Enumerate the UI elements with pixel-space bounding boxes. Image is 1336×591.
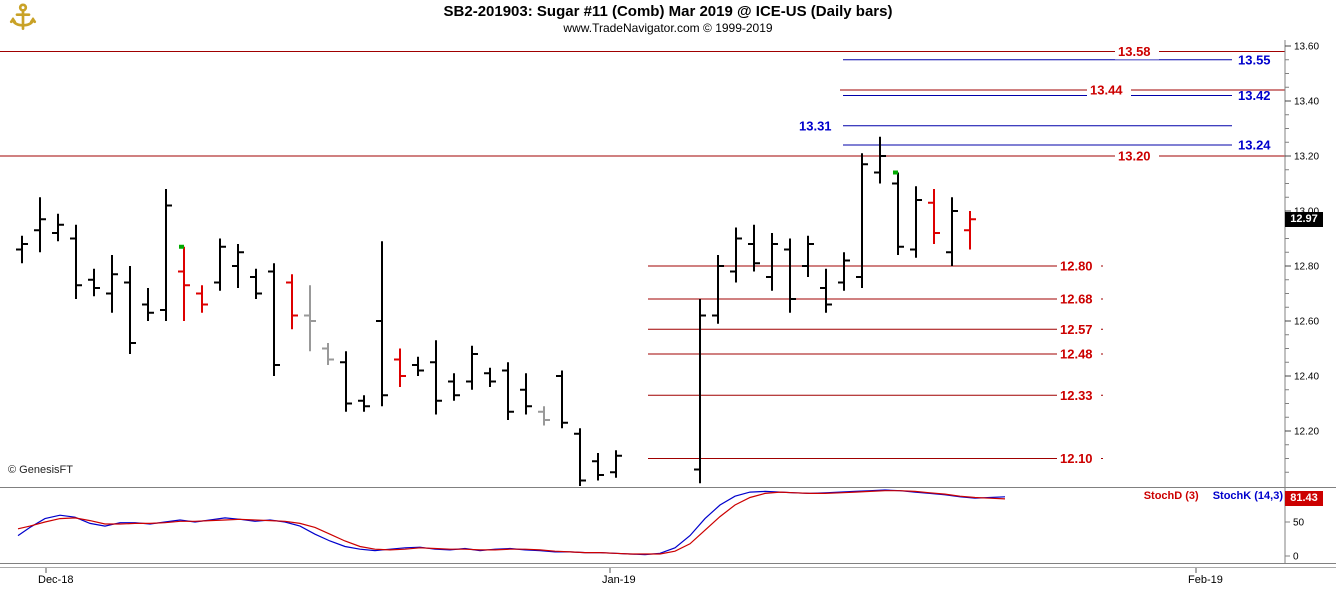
level-label-bg xyxy=(1057,321,1101,338)
level-label: 12.48 xyxy=(1060,347,1093,362)
last-price-badge: 12.97 xyxy=(1285,212,1323,227)
price-tick-label: 12.20 xyxy=(1294,427,1319,438)
stochd-label[interactable]: StochD (3) xyxy=(1143,490,1199,502)
level-label: 13.31 xyxy=(799,118,832,133)
level-label-bg xyxy=(1087,82,1131,98)
stoch-value-badge: 81.43 xyxy=(1285,491,1323,506)
level-label: 13.58 xyxy=(1118,44,1151,59)
level-label-bg xyxy=(1057,258,1101,274)
level-label-bg xyxy=(1057,387,1101,404)
level-label: 13.42 xyxy=(1238,88,1271,103)
level-label: 12.10 xyxy=(1060,451,1093,466)
stochk-label[interactable]: StochK (14,3) xyxy=(1212,490,1283,502)
date-axis: Dec-18 Jan-19 Feb-19 xyxy=(38,567,1223,586)
date-label: Feb-19 xyxy=(1188,574,1223,586)
price-tick-label: 13.60 xyxy=(1294,42,1319,53)
level-label-bg xyxy=(1057,346,1101,362)
level-label: 13.55 xyxy=(1238,52,1271,67)
level-label: 13.20 xyxy=(1118,149,1151,164)
price-tick-label: 12.80 xyxy=(1294,262,1319,273)
date-label: Jan-19 xyxy=(602,574,636,586)
stochd-line xyxy=(17,490,1006,555)
stochastic-panel: 50 0 xyxy=(17,489,1305,563)
level-labels: 13.58 13.44 13.20 12.80 12.68 12.57 12.48 12.33… xyxy=(799,43,1271,467)
level-label: 12.68 xyxy=(1060,292,1093,307)
level-label-bg xyxy=(1115,148,1159,164)
level-label: 12.57 xyxy=(1060,322,1093,337)
chart-title: SB2-201903: Sugar #11 (Comb) Mar 2019 @ … xyxy=(443,3,893,20)
date-label: Dec-18 xyxy=(38,574,73,586)
stochk-line xyxy=(17,489,1006,556)
price-tick-label: 13.20 xyxy=(1294,152,1319,163)
chart-subtitle: www.TradeNavigator.com © 1999-2019 xyxy=(563,21,773,35)
price-tick-label: 12.60 xyxy=(1294,317,1319,328)
stoch-tick-label: 50 xyxy=(1293,518,1305,529)
level-label: 12.33 xyxy=(1060,388,1093,403)
stochastic-legend: StochD (3) StochK (14,3) xyxy=(1040,490,1283,502)
level-label: 13.44 xyxy=(1090,83,1123,98)
level-label-bg xyxy=(1057,291,1101,307)
level-label-bg xyxy=(1115,43,1159,60)
level-label: 13.24 xyxy=(1238,138,1271,153)
stoch-tick-label: 0 xyxy=(1293,552,1299,563)
anchor-logo-icon xyxy=(6,2,42,34)
price-tick-label: 12.40 xyxy=(1294,372,1319,383)
price-tick-label: 13.40 xyxy=(1294,97,1319,108)
level-label-bg xyxy=(1057,450,1101,467)
price-bars xyxy=(16,136,976,486)
level-label: 12.80 xyxy=(1060,259,1093,274)
genesis-watermark: © GenesisFT xyxy=(8,464,73,476)
